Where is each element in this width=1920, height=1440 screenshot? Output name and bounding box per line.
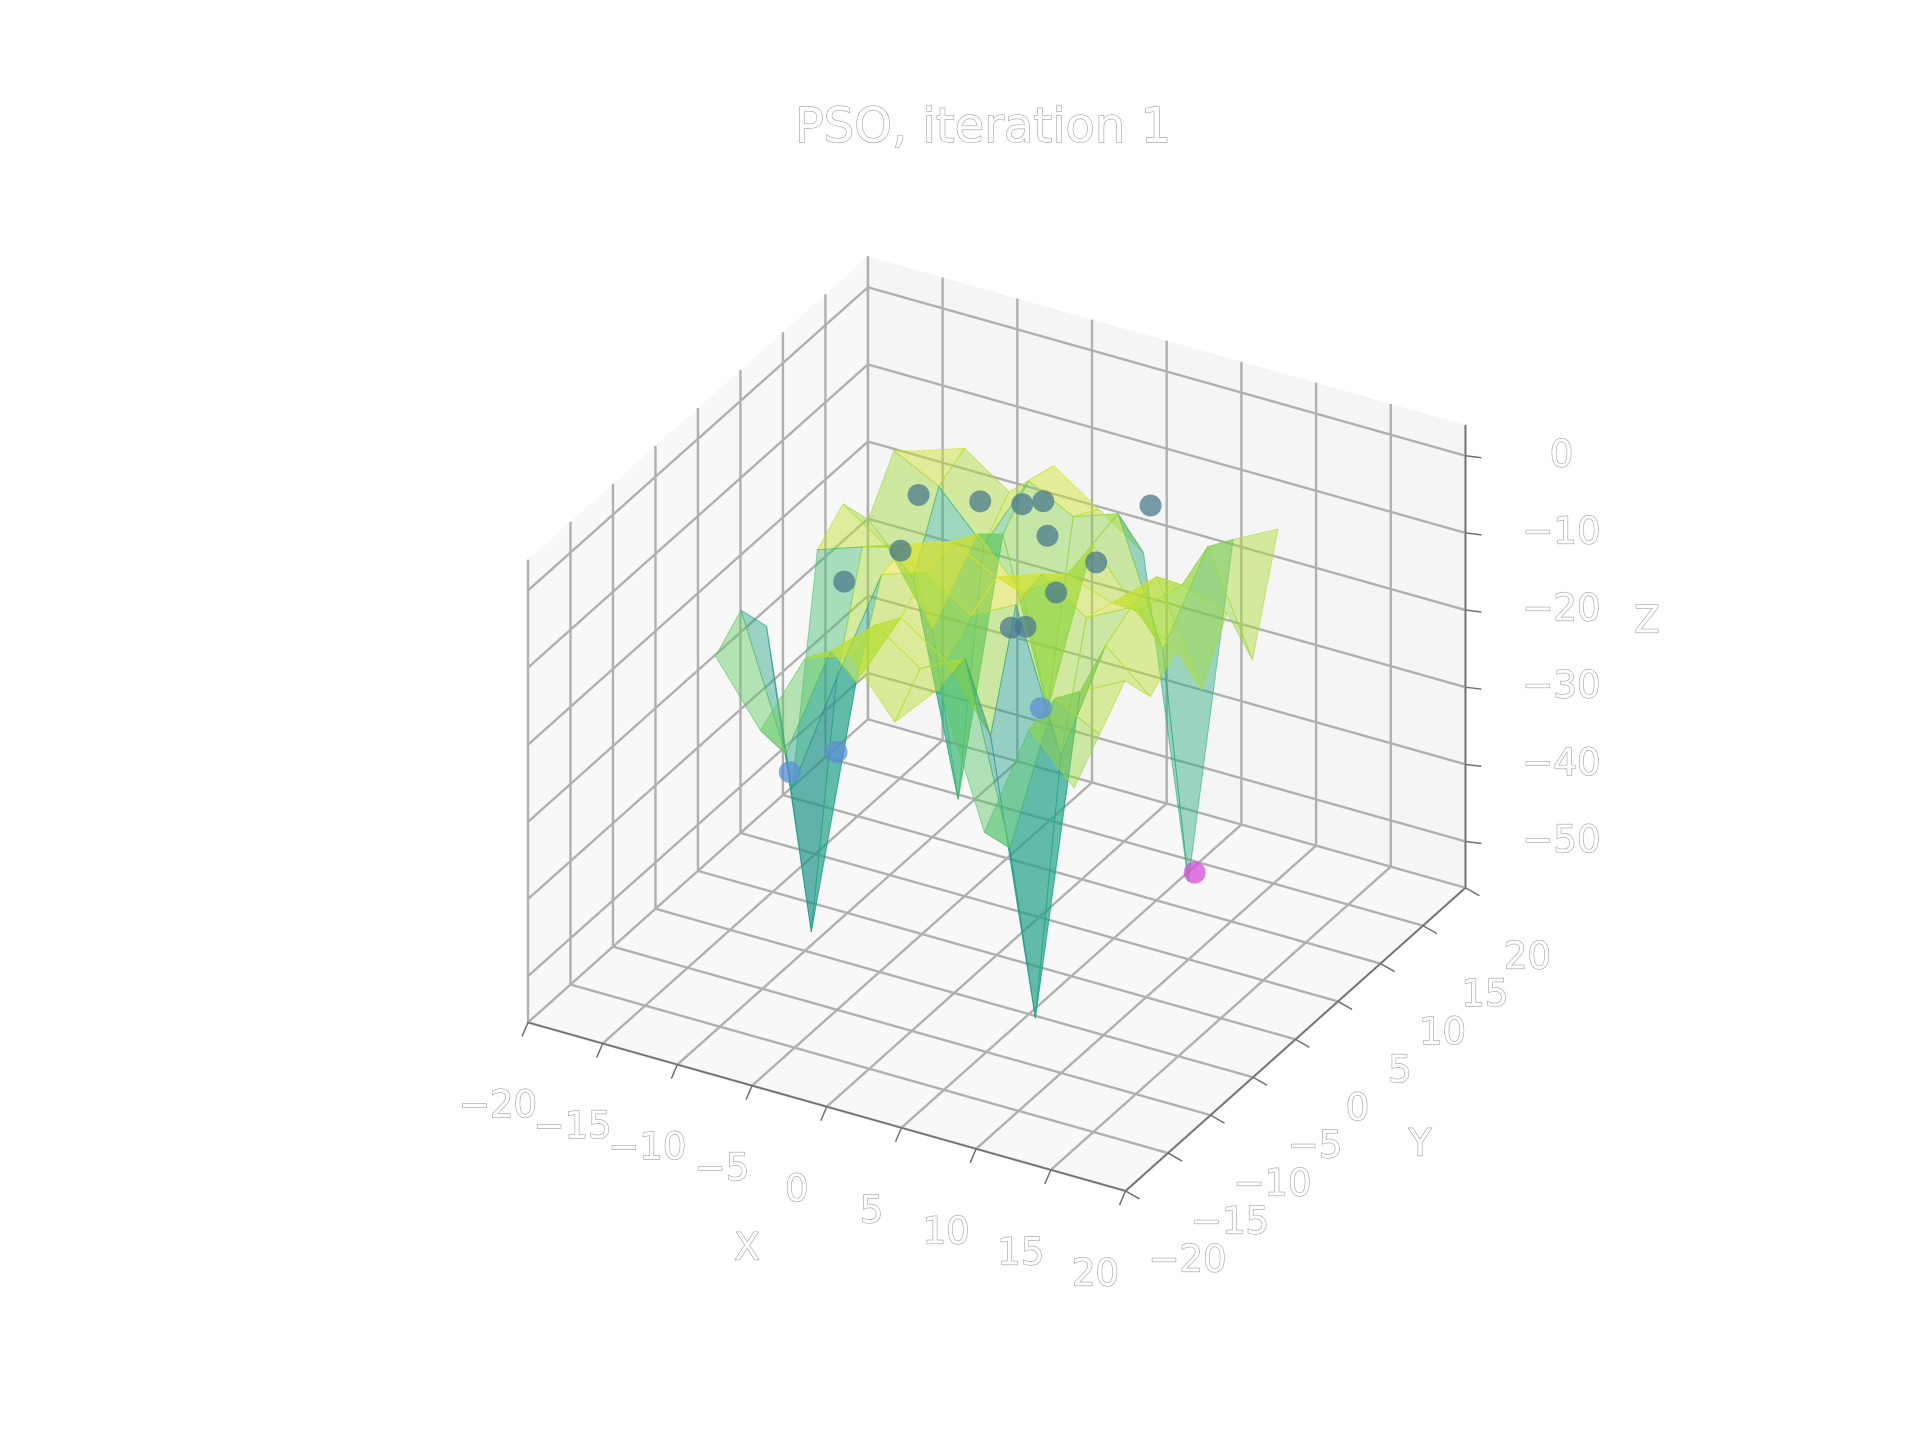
y-tick-label: −10 <box>1233 1162 1311 1205</box>
z-tick <box>1465 532 1482 536</box>
particle <box>825 740 848 763</box>
grid-line <box>527 672 869 978</box>
particle <box>1183 861 1206 884</box>
particle <box>1029 697 1052 720</box>
grid-line <box>527 517 869 823</box>
y-tick <box>1210 1114 1225 1124</box>
z-tick <box>1465 686 1482 690</box>
y-tick <box>1125 1190 1140 1200</box>
z-tick <box>1465 840 1482 845</box>
z-tick-label: −10 <box>1522 509 1600 552</box>
grid-line <box>867 594 1466 766</box>
y-tick <box>1380 962 1395 973</box>
grid-line <box>740 831 1339 1003</box>
y-tick <box>1252 1076 1268 1086</box>
x-tick-label: −20 <box>459 1083 537 1126</box>
x-tick-label: 5 <box>860 1188 884 1231</box>
particle <box>889 539 912 562</box>
y-axis-label: Y <box>1408 1122 1432 1165</box>
particle <box>833 570 856 593</box>
x-tick <box>1118 1190 1127 1206</box>
x-tick-label: −15 <box>534 1104 612 1147</box>
x-tick <box>745 1085 753 1100</box>
x-tick <box>1044 1169 1052 1185</box>
y-tick <box>1167 1152 1183 1162</box>
y-tick <box>1422 925 1438 935</box>
x-tick <box>969 1148 977 1164</box>
z-tick-label: −50 <box>1522 818 1600 861</box>
y-tick-label: 0 <box>1346 1086 1370 1129</box>
x-tick <box>670 1064 679 1079</box>
grid-line <box>867 718 1466 889</box>
grid-line <box>697 869 1296 1041</box>
grid-line <box>867 440 1466 612</box>
z-tick-label: −30 <box>1522 664 1600 707</box>
x-tick-label: 15 <box>997 1230 1044 1273</box>
y-tick <box>1295 1038 1310 1048</box>
z-axis-label: Z <box>1634 599 1659 642</box>
z-tick <box>1465 455 1482 459</box>
y-tick-label: 5 <box>1388 1048 1412 1091</box>
grid-line <box>612 945 1211 1117</box>
grid-line <box>655 907 1254 1079</box>
y-tick-label: −15 <box>1191 1200 1269 1243</box>
particle <box>1036 524 1059 547</box>
particle <box>999 616 1022 639</box>
particle <box>1085 551 1108 574</box>
x-tick-label: 20 <box>1072 1251 1119 1294</box>
grid-line <box>570 983 1169 1155</box>
x-tick <box>596 1043 604 1058</box>
y-tick-label: 10 <box>1419 1010 1466 1053</box>
z-tick-label: −20 <box>1522 587 1600 630</box>
grid-line <box>782 793 1381 965</box>
grid-line <box>867 363 1466 535</box>
z-tick <box>1465 609 1482 613</box>
z-tick-label: −40 <box>1522 741 1600 784</box>
y-tick-label: −5 <box>1288 1124 1343 1167</box>
particle <box>969 490 992 513</box>
particle <box>1011 493 1034 516</box>
particle <box>1045 581 1068 604</box>
grid-line <box>527 286 869 592</box>
y-tick-label: −20 <box>1149 1237 1227 1280</box>
particle <box>1139 494 1162 517</box>
grid-line <box>825 756 1424 927</box>
x-tick <box>521 1022 529 1037</box>
z-tick <box>1465 763 1482 768</box>
particle <box>778 761 801 784</box>
grid-line <box>527 594 869 900</box>
x-tick <box>894 1127 903 1143</box>
z-tick-label: 0 <box>1550 432 1574 475</box>
x-tick <box>820 1106 828 1121</box>
particle <box>907 483 930 506</box>
y-tick-label: 15 <box>1461 972 1508 1015</box>
grid-line <box>867 286 1466 457</box>
x-tick-label: 0 <box>785 1167 809 1210</box>
x-tick-label: −10 <box>608 1125 686 1168</box>
x-tick-label: −5 <box>695 1146 750 1189</box>
particle <box>1032 490 1055 513</box>
y-tick-label: 20 <box>1504 934 1551 977</box>
x-axis-label: X <box>734 1226 759 1269</box>
x-tick-label: 10 <box>923 1209 970 1252</box>
y-tick <box>1337 1000 1353 1011</box>
chart-title: PSO, iteration 1 <box>795 98 1171 154</box>
grid-line <box>527 363 869 669</box>
grid-line <box>527 440 869 746</box>
y-tick <box>1465 887 1480 897</box>
